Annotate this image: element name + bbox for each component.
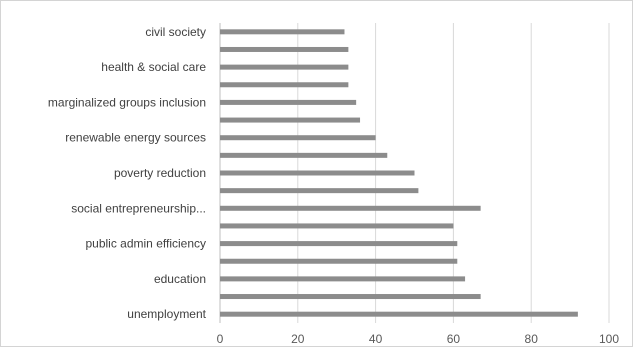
bar-12 bbox=[220, 99, 357, 105]
category-label: education bbox=[154, 272, 206, 286]
bar-8 bbox=[220, 170, 415, 176]
bar-1 bbox=[220, 294, 481, 300]
category-label: renewable energy sources bbox=[65, 131, 206, 145]
bar-13 bbox=[220, 82, 349, 88]
category-label: health & social care bbox=[101, 60, 206, 74]
bar-3 bbox=[220, 258, 458, 264]
x-tick-label: 0 bbox=[217, 332, 224, 346]
category-label: unemployment bbox=[127, 307, 206, 321]
x-tick-label: 40 bbox=[369, 332, 383, 346]
category-label: civil society bbox=[145, 25, 206, 39]
bar-0 bbox=[220, 311, 578, 317]
bar-5 bbox=[220, 223, 454, 229]
bar-7 bbox=[220, 188, 419, 194]
x-tick-label: 100 bbox=[599, 332, 619, 346]
x-tick-label: 80 bbox=[525, 332, 539, 346]
category-label: marginalized groups inclusion bbox=[48, 95, 206, 109]
category-label: poverty reduction bbox=[114, 166, 206, 180]
category-label: public admin efficiency bbox=[85, 237, 206, 251]
bar-10 bbox=[220, 135, 376, 141]
bar-14 bbox=[220, 64, 349, 70]
bar-4 bbox=[220, 241, 458, 247]
bar-11 bbox=[220, 117, 361, 123]
x-tick-label: 60 bbox=[447, 332, 461, 346]
bar-6 bbox=[220, 205, 481, 211]
category-label: social entrepreneurship... bbox=[71, 201, 206, 215]
bar-9 bbox=[220, 152, 388, 158]
bar-16 bbox=[220, 29, 345, 35]
bar-15 bbox=[220, 46, 349, 52]
x-tick-label: 20 bbox=[291, 332, 305, 346]
bar-2 bbox=[220, 276, 466, 282]
